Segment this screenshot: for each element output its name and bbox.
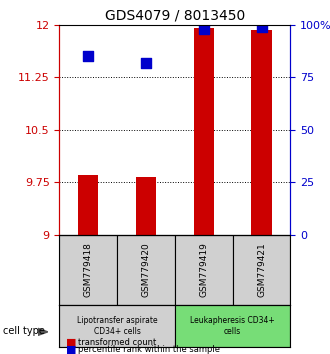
Text: transformed count: transformed count [78,338,156,347]
Title: GDS4079 / 8013450: GDS4079 / 8013450 [105,8,245,22]
Bar [251,30,272,235]
Bar [194,28,214,235]
Point [143,60,148,65]
Text: GSM779418: GSM779418 [84,242,93,297]
Text: GSM779419: GSM779419 [199,242,208,297]
Point [259,24,264,30]
FancyBboxPatch shape [175,305,290,347]
Text: percentile rank within the sample: percentile rank within the sample [78,345,219,354]
Point [201,26,207,32]
FancyBboxPatch shape [175,235,233,305]
FancyBboxPatch shape [59,235,117,305]
Text: Leukapheresis CD34+
cells: Leukapheresis CD34+ cells [190,316,275,336]
Polygon shape [38,329,48,336]
FancyBboxPatch shape [59,305,175,347]
Text: cell type: cell type [3,326,45,336]
FancyBboxPatch shape [233,235,290,305]
Text: Lipotransfer aspirate
CD34+ cells: Lipotransfer aspirate CD34+ cells [77,316,157,336]
Text: GSM779421: GSM779421 [257,242,266,297]
Text: ■: ■ [66,338,77,348]
Bar [136,177,156,235]
FancyBboxPatch shape [117,235,175,305]
Point [85,53,91,59]
Bar [78,175,98,235]
Text: ■: ■ [66,345,77,354]
Text: GSM779420: GSM779420 [142,242,150,297]
